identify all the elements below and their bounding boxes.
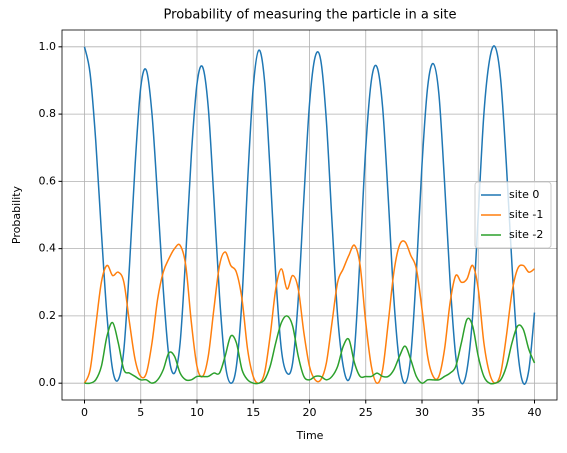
y-tick-label: 0.4 bbox=[39, 242, 57, 255]
line-series bbox=[83, 45, 536, 385]
line-series bbox=[83, 240, 535, 385]
x-tick-label: 40 bbox=[528, 406, 542, 419]
y-tick-label: 1.0 bbox=[39, 40, 57, 53]
line-series bbox=[84, 315, 536, 385]
legend-label: site 0 bbox=[509, 188, 539, 201]
y-tick-label: 0.2 bbox=[39, 309, 57, 322]
y-axis-label: Probability bbox=[10, 185, 23, 244]
x-tick-label: 15 bbox=[246, 406, 260, 419]
x-axis-label: Time bbox=[296, 429, 324, 442]
legend-box bbox=[474, 181, 552, 249]
x-tick-label: 25 bbox=[359, 406, 373, 419]
legend: site 0 site -1 site -2 bbox=[474, 181, 552, 249]
y-tick-label: 0.0 bbox=[39, 376, 57, 389]
x-tick-label: 20 bbox=[303, 406, 317, 419]
y-tick-label: 0.8 bbox=[39, 107, 57, 120]
chart-title: Probability of measuring the particle in… bbox=[164, 8, 457, 23]
legend-label: site -2 bbox=[509, 228, 543, 241]
y-tick-label: 0.6 bbox=[39, 174, 57, 187]
plot-frame bbox=[61, 29, 558, 401]
x-tick-label: 35 bbox=[471, 406, 485, 419]
x-tick-label: 0 bbox=[81, 406, 88, 419]
x-tick-label: 10 bbox=[190, 406, 204, 419]
x-tick-label: 5 bbox=[137, 406, 144, 419]
x-tick-label: 30 bbox=[415, 406, 429, 419]
legend-label: site -1 bbox=[509, 208, 543, 221]
